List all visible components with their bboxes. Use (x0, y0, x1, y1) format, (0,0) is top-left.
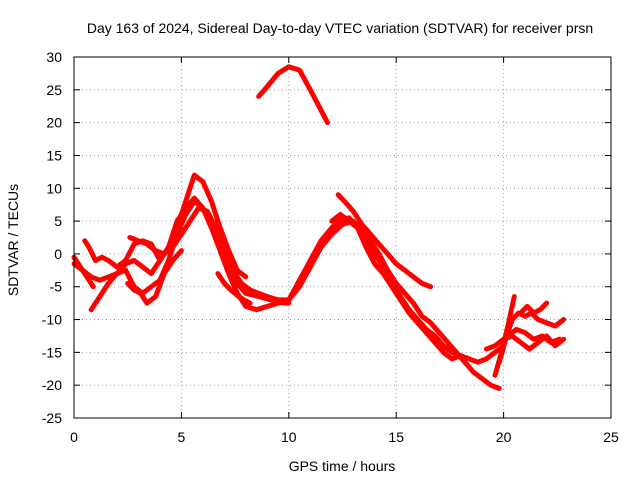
series-line-arc-11 (335, 192, 434, 290)
x-tick-label: 5 (178, 429, 186, 445)
y-tick-label: -25 (42, 410, 62, 426)
y-tick-labels: -25 -20 -15 -10 -5 0 5 10 15 20 25 30 (42, 49, 62, 426)
y-tick-label: -5 (50, 279, 63, 295)
chart-title: Day 163 of 2024, Sidereal Day-to-day VTE… (87, 20, 593, 36)
x-tick-labels: 0 5 10 15 20 25 (70, 429, 619, 445)
series-line-arc-16 (518, 300, 550, 316)
series-line-arc-8 (256, 64, 330, 126)
y-tick-label: 30 (46, 49, 62, 65)
y-tick-label: -15 (42, 344, 62, 360)
y-axis-label: SDTVAR / TECUs (5, 184, 21, 296)
x-tick-label: 10 (281, 429, 297, 445)
series-line-arc-1 (71, 172, 249, 283)
ticks (73, 56, 612, 419)
y-tick-label: 15 (46, 147, 62, 163)
series-line-arc-3 (82, 195, 292, 306)
series-group (71, 64, 567, 391)
x-axis-label: GPS time / hours (289, 458, 396, 474)
grid (74, 57, 611, 418)
y-tick-label: 0 (54, 246, 62, 262)
series-line-arc-12 (329, 212, 464, 362)
y-tick-label: -10 (42, 312, 62, 328)
series-line-arc-2 (71, 254, 96, 290)
series-line-arc-5 (127, 205, 292, 303)
series-line-arc-7 (215, 271, 253, 306)
x-tick-label: 25 (603, 429, 619, 445)
y-tick-label: 10 (46, 180, 62, 196)
series-line-arc-15 (492, 294, 517, 378)
y-tick-label: -20 (42, 377, 62, 393)
x-tick-label: 0 (70, 429, 78, 445)
plot-frame (73, 56, 612, 419)
x-tick-label: 20 (496, 429, 512, 445)
x-tick-label: 15 (388, 429, 404, 445)
series-line-arc-6 (125, 248, 184, 306)
y-tick-label: 25 (46, 82, 62, 98)
series-line-arc-17 (505, 326, 562, 345)
y-tick-label: 5 (54, 213, 62, 229)
y-tick-label: 20 (46, 115, 62, 131)
